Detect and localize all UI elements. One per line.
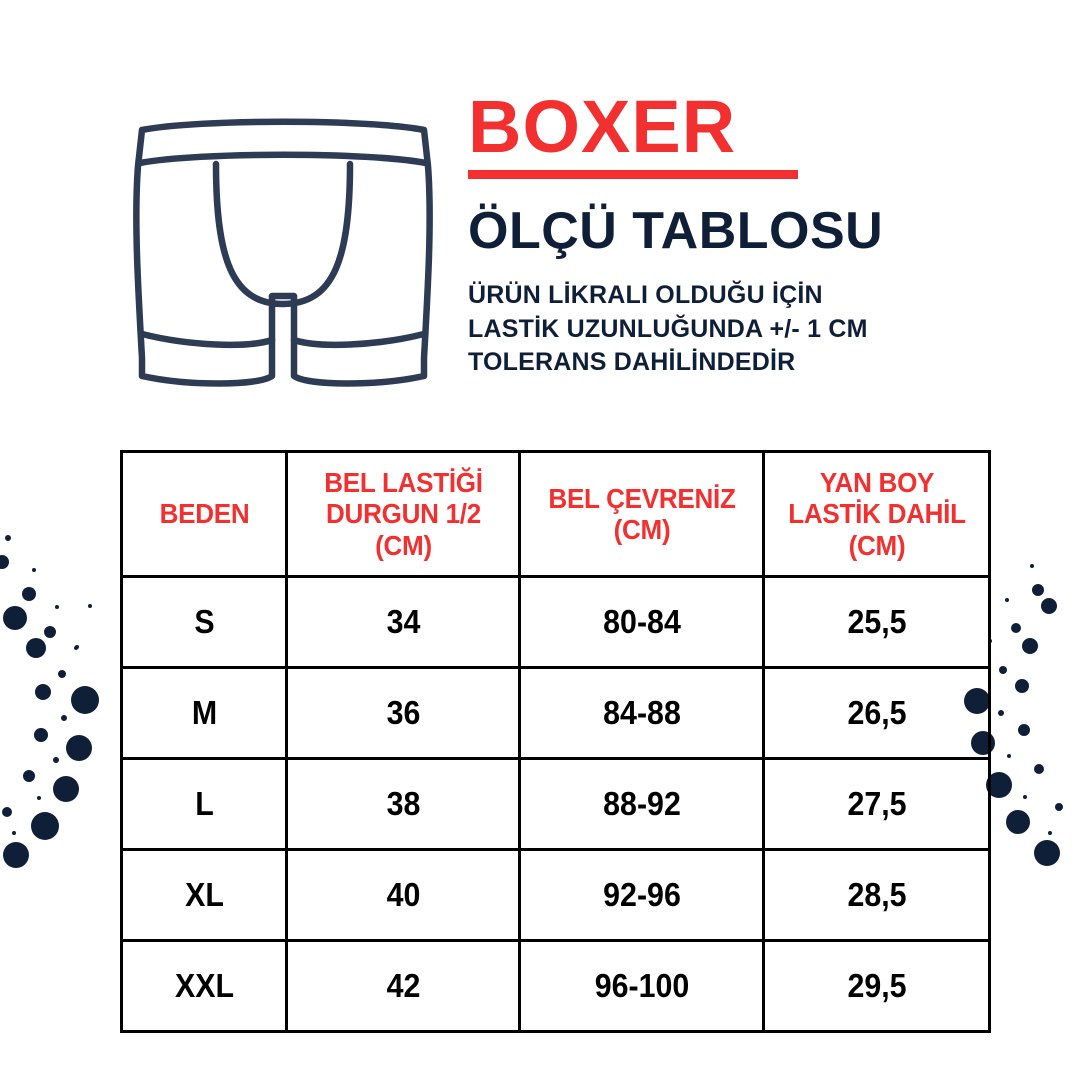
decorative-dot (31, 812, 59, 840)
column-header-yan-boy: YAN BOY LASTİK DAHİL (CM) (770, 450, 983, 578)
decorative-dot (1007, 754, 1011, 758)
table-cell-beden: M (126, 666, 282, 760)
table-cell-bel_cevresi: 96-100 (527, 939, 756, 1033)
decorative-dot (998, 710, 1004, 716)
decorative-dot (1018, 724, 1030, 736)
decorative-dot (23, 770, 35, 782)
decorative-dot (61, 715, 67, 721)
table-cell-bel_lastigi: 36 (294, 666, 512, 760)
table-cell-yan_boy: 29,5 (771, 939, 982, 1033)
column-header-line: (CM) (848, 529, 905, 561)
decorative-dot (1034, 840, 1060, 866)
heading-block: BOXER ÖLÇÜ TABLOSU ÜRÜN LİKRALI OLDUĞU İ… (468, 85, 1028, 379)
decorative-dot (1030, 564, 1034, 568)
decorative-dot (5, 535, 11, 541)
column-header-line: DURGUN 1/2 (325, 498, 481, 530)
table-cell-yan_boy: 28,5 (771, 848, 982, 942)
table-row: S 34 80-84 25,5 (122, 575, 990, 669)
page-subtitle: ÖLÇÜ TABLOSU (468, 202, 884, 261)
table-cell-bel_cevresi: 88-92 (527, 757, 756, 851)
decorative-dot (1034, 764, 1044, 774)
table-row: M 36 84-88 26,5 (122, 666, 990, 760)
table-header-row: BEDEN BEL LASTİĞİ DURGUN 1/2 (CM) BEL ÇEVR… (122, 450, 990, 578)
decorative-dots-left (0, 0, 140, 1080)
table-cell-bel_cevresi: 84-88 (527, 666, 756, 760)
decorative-dot (1015, 679, 1029, 693)
size-table-body: S 34 80-84 25,5 M 36 84-88 26,5 L 38 88-92 27,5 XL 40… (122, 575, 990, 1033)
decorative-dot (34, 728, 48, 742)
decorative-dot (1006, 810, 1030, 834)
decorative-dot (1032, 584, 1044, 596)
decorative-dot (53, 776, 79, 802)
column-header-bel-lastigi: BEL LASTİĞİ DURGUN 1/2 (CM) (293, 450, 513, 578)
column-header-line: (CM) (374, 529, 432, 561)
decorative-dot (1023, 795, 1027, 799)
column-header-line: LASTİK DAHİL (787, 498, 966, 530)
decorative-dot (55, 605, 59, 609)
boxer-brief-icon (133, 118, 433, 387)
decorative-dot (22, 587, 36, 601)
column-header-line: (CM) (613, 514, 670, 545)
tolerance-note-line-1: ÜRÜN LİKRALI OLDUĞU İÇİN (468, 281, 823, 310)
decorative-dot (88, 604, 92, 608)
page-title: BOXER (468, 85, 737, 168)
table-cell-bel_lastigi: 42 (294, 939, 512, 1033)
decorative-dot (1048, 831, 1052, 835)
decorative-dot (1005, 598, 1009, 602)
table-cell-beden: XL (126, 848, 282, 942)
decorative-dot (71, 686, 99, 714)
table-row: XL 40 92-96 28,5 (122, 848, 990, 942)
decorative-dot (74, 646, 78, 650)
decorative-dot (1022, 638, 1038, 654)
column-header-beden: BEDEN (125, 450, 283, 578)
decorative-dot (1055, 803, 1063, 811)
decorative-dot (999, 666, 1007, 674)
table-row: XXL 42 96-100 29,5 (122, 939, 990, 1033)
table-cell-beden: XXL (126, 939, 282, 1033)
decorative-dot (32, 568, 36, 572)
decorative-dot (37, 796, 41, 800)
decorative-dot (3, 606, 27, 630)
column-header-line: BEDEN (159, 498, 249, 530)
table-cell-yan_boy: 26,5 (771, 666, 982, 760)
decorative-dot (1041, 598, 1057, 614)
decorative-dot (12, 831, 16, 835)
decorative-dot (53, 757, 59, 763)
table-cell-yan_boy: 25,5 (771, 575, 982, 669)
decorative-dot (58, 670, 66, 678)
table-cell-bel_cevresi: 80-84 (527, 575, 756, 669)
tolerance-note: ÜRÜN LİKRALI OLDUĞU İÇİN LASTİK UZUNLUĞU… (468, 279, 1028, 379)
column-header-line: YAN BOY (819, 466, 934, 498)
decorative-dot (3, 842, 29, 868)
table-cell-beden: S (126, 575, 282, 669)
table-cell-bel_lastigi: 34 (294, 575, 512, 669)
table-cell-beden: L (126, 757, 282, 851)
table-cell-bel_cevresi: 92-96 (527, 848, 756, 942)
tolerance-note-line-2: LASTİK UZUNLUĞUNDA +/- 1 CM (468, 314, 868, 343)
decorative-dot (1011, 623, 1021, 633)
size-table: BEDEN BEL LASTİĞİ DURGUN 1/2 (CM) BEL ÇEVR… (120, 450, 991, 1033)
tolerance-note-line-3: TOLERANS DAHİLİNDEDİR (468, 347, 796, 376)
table-cell-bel_lastigi: 40 (294, 848, 512, 942)
title-underline (468, 170, 798, 180)
column-header-bel-cevresi: BEL ÇEVRENİZ (CM) (526, 450, 757, 578)
decorative-dot (26, 638, 46, 658)
decorative-dot (0, 555, 9, 569)
decorative-dot (44, 626, 56, 638)
decorative-dot (35, 684, 51, 700)
decorative-dot (66, 735, 92, 761)
column-header-line: BEL ÇEVRENİZ (547, 482, 736, 514)
column-header-line: BEL LASTİĞİ (323, 466, 483, 498)
table-cell-bel_lastigi: 38 (294, 757, 512, 851)
decorative-dot (75, 645, 79, 649)
decorative-dot (2, 807, 12, 817)
table-cell-yan_boy: 27,5 (771, 757, 982, 851)
boxer-brief-illustration (128, 108, 438, 408)
table-row: L 38 88-92 27,5 (122, 757, 990, 851)
size-table-head: BEDEN BEL LASTİĞİ DURGUN 1/2 (CM) BEL ÇEVR… (122, 450, 990, 578)
